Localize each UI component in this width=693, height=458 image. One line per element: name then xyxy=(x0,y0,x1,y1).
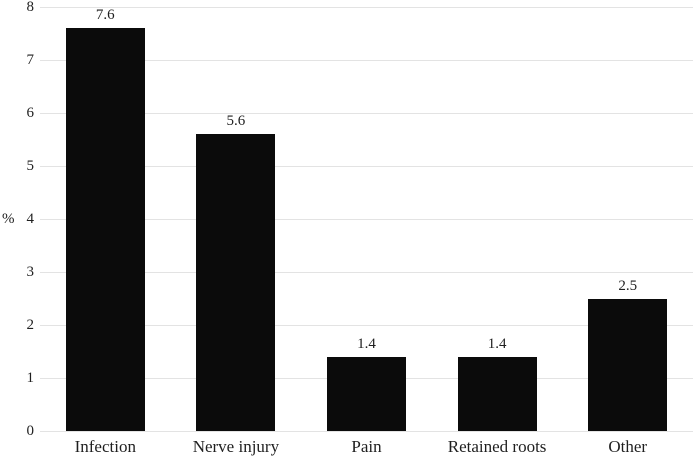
bar xyxy=(65,28,145,431)
gridline xyxy=(40,325,693,326)
bar-value-label: 7.6 xyxy=(95,7,115,24)
bar xyxy=(196,134,276,431)
x-axis-label: Nerve injury xyxy=(192,437,280,456)
bar xyxy=(327,356,406,431)
gridline xyxy=(40,7,693,8)
bar-value-label: 2.5 xyxy=(618,277,638,294)
y-tick-label: 3 xyxy=(26,264,35,280)
x-axis-label: Infection xyxy=(74,437,136,456)
y-tick-label: 4 xyxy=(26,211,35,227)
bar-value-label: 5.6 xyxy=(226,113,246,130)
gridline xyxy=(40,113,693,114)
y-tick-label: 0 xyxy=(26,423,35,439)
gridline xyxy=(40,60,693,61)
y-tick-label: 7 xyxy=(26,52,35,68)
x-axis-label: Retained roots xyxy=(447,437,547,456)
y-tick-label: 2 xyxy=(26,317,35,333)
y-tick-label: 8 xyxy=(26,0,35,15)
bar-value-label: 1.4 xyxy=(357,335,376,352)
gridline xyxy=(40,272,693,273)
gridline xyxy=(40,219,693,220)
x-axis-label: Pain xyxy=(351,437,382,456)
x-axis-label: Other xyxy=(608,437,648,456)
y-tick-label: 1 xyxy=(26,370,35,386)
gridline xyxy=(40,166,693,167)
y-axis-title: % xyxy=(2,211,15,227)
y-tick-label: 5 xyxy=(26,158,35,174)
y-tick-label: 6 xyxy=(26,105,35,121)
gridline xyxy=(40,431,693,432)
bar xyxy=(588,298,668,431)
bar xyxy=(457,356,537,431)
bar-value-label: 1.4 xyxy=(487,335,507,352)
